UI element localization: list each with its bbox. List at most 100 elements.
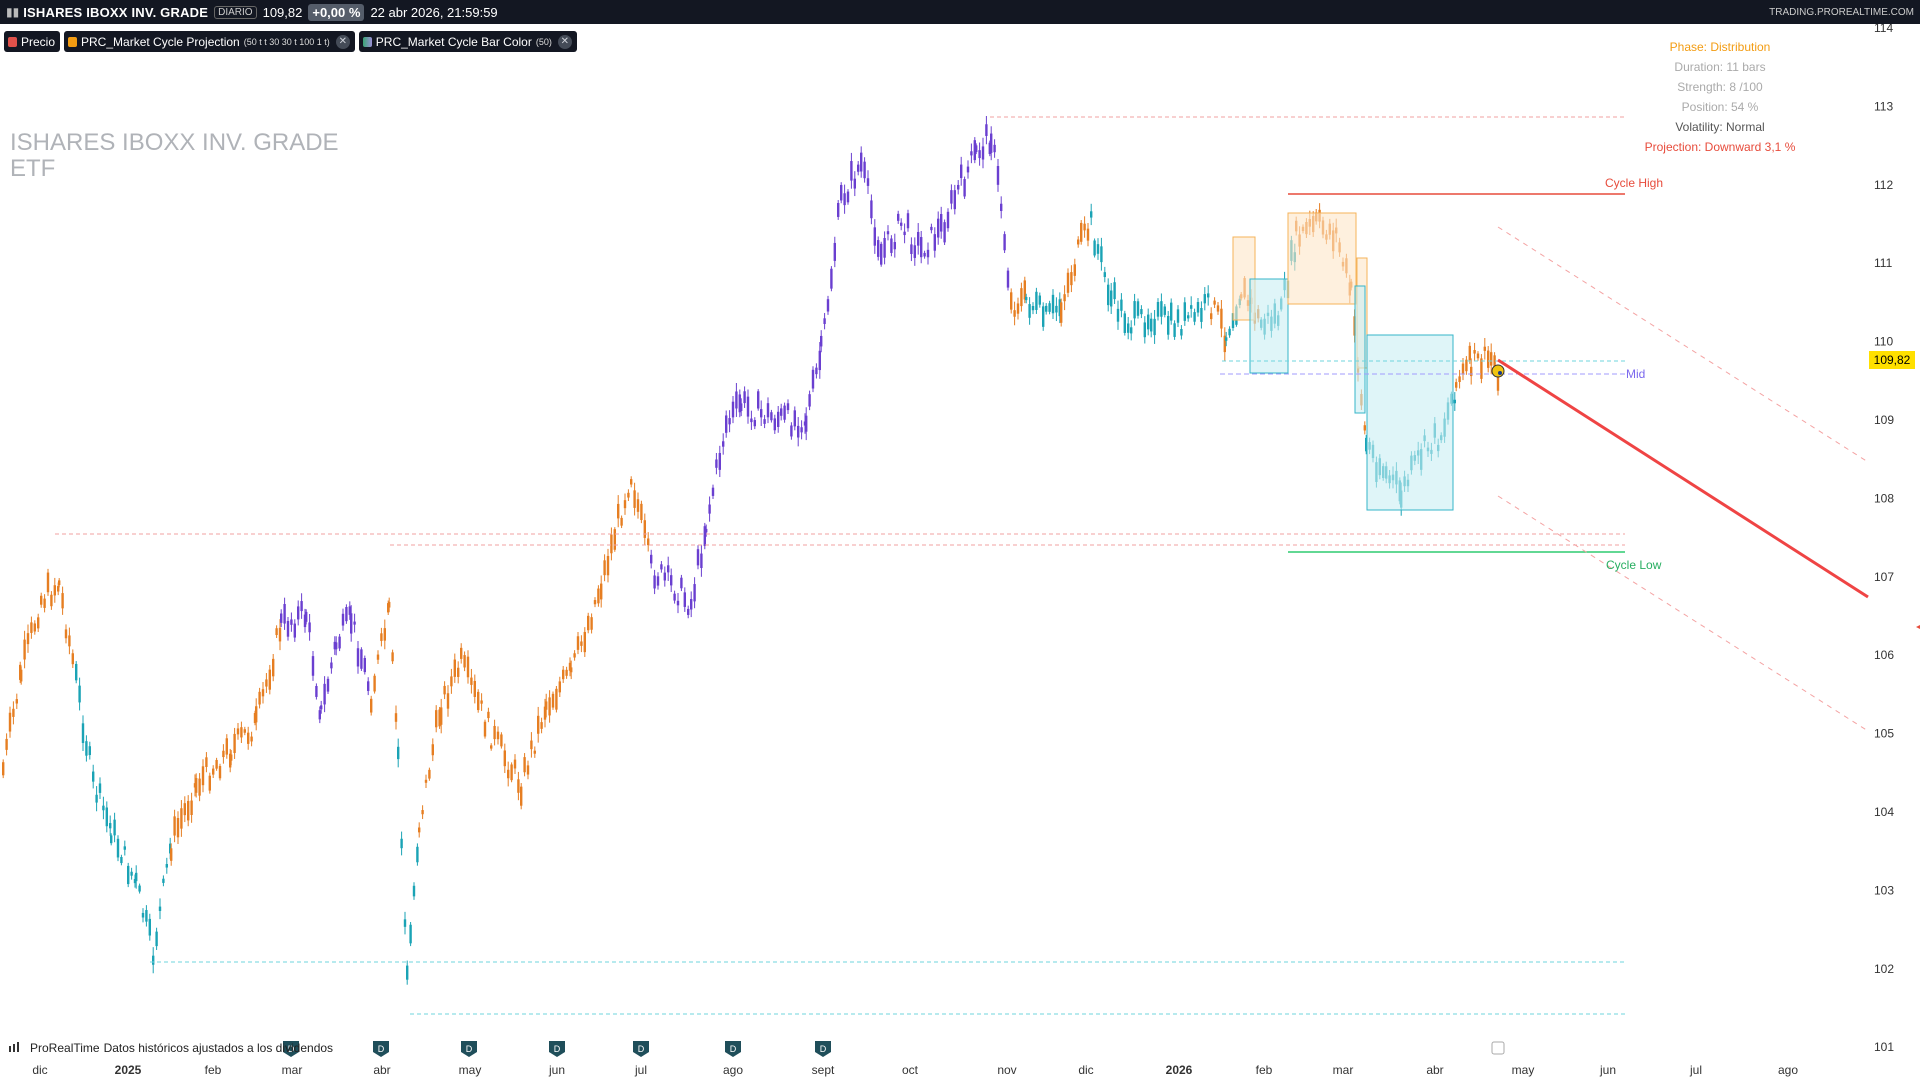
dividend-marker-icon[interactable]: D <box>725 1041 741 1057</box>
candle-body <box>1207 293 1210 298</box>
candle-body <box>587 615 590 631</box>
cycle-low-label: Cycle Low <box>1606 558 1662 572</box>
legend-swatch-icon <box>362 36 372 47</box>
dividend-marker-icon[interactable]: D <box>283 1041 299 1057</box>
legend-market-cycle-bar-color[interactable]: PRC_Market Cycle Bar Color (50) ✕ <box>358 31 577 52</box>
price-chart[interactable]: Cycle High Mid Cycle Low 114 113 112 111 110… <box>0 24 1920 1080</box>
price-tick-label: 114 <box>1874 24 1893 35</box>
candle-body <box>176 817 180 838</box>
candle-body <box>1480 358 1483 379</box>
candle-body <box>187 800 190 821</box>
candle-body <box>109 823 112 829</box>
accumulation-zone-box <box>1354 285 1366 414</box>
dividend-marker-icon[interactable]: D <box>815 1041 831 1057</box>
candle-body <box>443 685 446 695</box>
candle-body <box>1468 345 1471 361</box>
candle-body <box>105 807 108 827</box>
candle-body <box>1123 313 1126 333</box>
candle-body <box>1193 312 1196 322</box>
candle-body <box>740 403 743 411</box>
candle-body <box>1058 299 1061 317</box>
candle-body <box>162 878 165 883</box>
candle-body <box>345 607 348 622</box>
candle-body <box>250 736 253 742</box>
candle-body <box>533 750 536 754</box>
candle-body <box>130 871 133 876</box>
candle-body <box>290 619 293 625</box>
candle-body <box>570 667 573 673</box>
candle-body <box>500 734 503 747</box>
candle-body <box>988 142 991 155</box>
candle-body <box>258 691 261 705</box>
candle-body <box>387 603 390 613</box>
symbol-name[interactable]: ISHARES IBOXX INV. GRADE <box>23 4 209 20</box>
candle-body <box>656 576 660 586</box>
candle-body <box>576 636 580 650</box>
dividend-marker-icon[interactable]: D <box>549 1041 565 1057</box>
candle-body <box>243 729 246 733</box>
candle-body <box>102 805 105 811</box>
candle-body <box>1035 291 1038 310</box>
accumulation-zone-box <box>1249 278 1289 374</box>
candle-body <box>1113 282 1116 300</box>
candle-body <box>15 699 18 704</box>
candle-body <box>540 722 543 729</box>
time-tick-label: abr <box>1426 1063 1443 1077</box>
dividend-marker-icon[interactable]: D <box>373 1041 389 1057</box>
candle-body <box>728 418 731 425</box>
candle-body <box>33 623 36 632</box>
dividend-marker-icon[interactable]: D <box>633 1041 649 1057</box>
candle-body <box>1048 303 1051 312</box>
candle-body <box>981 146 985 160</box>
close-icon[interactable]: ✕ <box>335 34 350 49</box>
candle-body <box>141 912 145 918</box>
legend-market-cycle-projection[interactable]: PRC_Market Cycle Projection (50 t t 30 3… <box>64 31 355 52</box>
svg-text:D: D <box>466 1044 473 1054</box>
candle-body <box>152 955 155 965</box>
candle-body <box>960 164 963 179</box>
current-price-marker-icon[interactable] <box>1491 364 1505 378</box>
candle-body <box>715 459 718 468</box>
candle-body <box>1228 328 1231 336</box>
candle-body <box>275 628 278 636</box>
dividend-marker-icon[interactable]: D <box>461 1041 477 1057</box>
candle-body <box>435 710 438 728</box>
candle-body <box>766 403 770 418</box>
candle-body <box>690 599 693 610</box>
candle-body <box>1187 315 1190 319</box>
candle-body <box>780 408 783 416</box>
candle-body <box>926 249 930 258</box>
candle-body <box>496 731 500 740</box>
candle-body <box>543 706 547 720</box>
info-icon[interactable] <box>1491 1041 1505 1055</box>
candle-body <box>1225 337 1228 341</box>
candle-body <box>913 245 916 258</box>
candle-body <box>820 335 823 347</box>
candle-body <box>620 517 623 526</box>
candle-body <box>760 409 763 418</box>
candle-body <box>783 405 786 420</box>
info-projection: Projection: Downward 3,1 % <box>1644 140 1796 154</box>
candle-body <box>670 575 673 586</box>
candle-body <box>1055 305 1058 313</box>
candle-body <box>26 633 30 645</box>
candle-body <box>20 669 23 682</box>
candle-body <box>280 613 283 623</box>
candle-body <box>920 237 923 258</box>
candle-body <box>278 627 282 642</box>
candle-body <box>1042 306 1045 327</box>
timeframe-badge[interactable]: DIARIO <box>214 5 257 19</box>
candle-body <box>870 200 873 219</box>
time-axis[interactable]: dic 2025 feb mar abr may jun jul ago sept oct nov di… <box>32 1063 1798 1077</box>
candle-body <box>663 572 666 581</box>
close-icon[interactable]: ✕ <box>557 34 572 49</box>
candle-body <box>457 667 460 677</box>
time-tick-label: dic <box>32 1063 47 1077</box>
candle-body <box>930 226 933 231</box>
candle-body <box>933 234 936 251</box>
candle-body <box>1490 352 1493 366</box>
candle-body <box>597 588 600 604</box>
legend-price[interactable]: Precio <box>4 31 61 52</box>
price-axis[interactable]: 114 113 112 111 110 109 108 107 106 105 104 103 102 1… <box>1874 24 1894 1054</box>
site-url: TRADING.PROREALTIME.COM <box>1769 7 1914 18</box>
